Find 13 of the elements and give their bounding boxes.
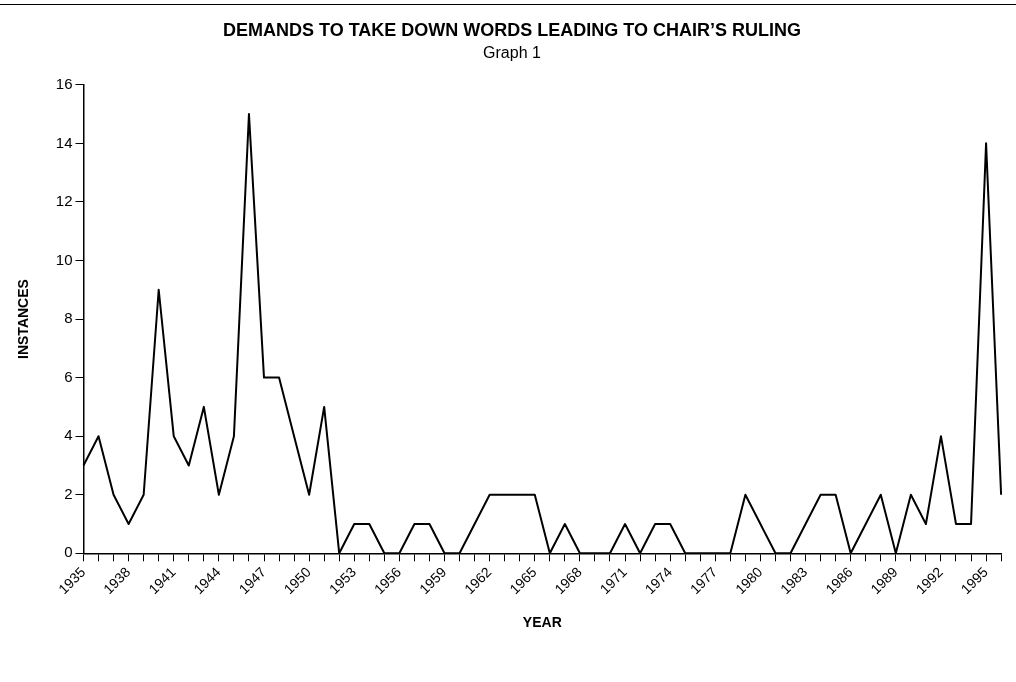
- y-tick-label: 0: [64, 543, 73, 561]
- y-tick-label: 16: [55, 74, 73, 92]
- chart-title: DEMANDS TO TAKE DOWN WORDS LEADING TO CHAIR’S RULING: [223, 19, 801, 40]
- x-axis-title: YEAR: [522, 614, 562, 631]
- y-tick-label: 8: [64, 309, 73, 327]
- y-axis-title: INSTANCES: [15, 279, 32, 359]
- y-tick-label: 14: [55, 133, 73, 151]
- y-tick-label: 2: [64, 484, 73, 502]
- y-tick-label: 4: [64, 426, 73, 444]
- y-tick-label: 12: [55, 192, 73, 210]
- y-tick-label: 6: [64, 367, 73, 385]
- chart-subtitle: Graph 1: [483, 43, 542, 61]
- y-tick-label: 10: [55, 250, 73, 268]
